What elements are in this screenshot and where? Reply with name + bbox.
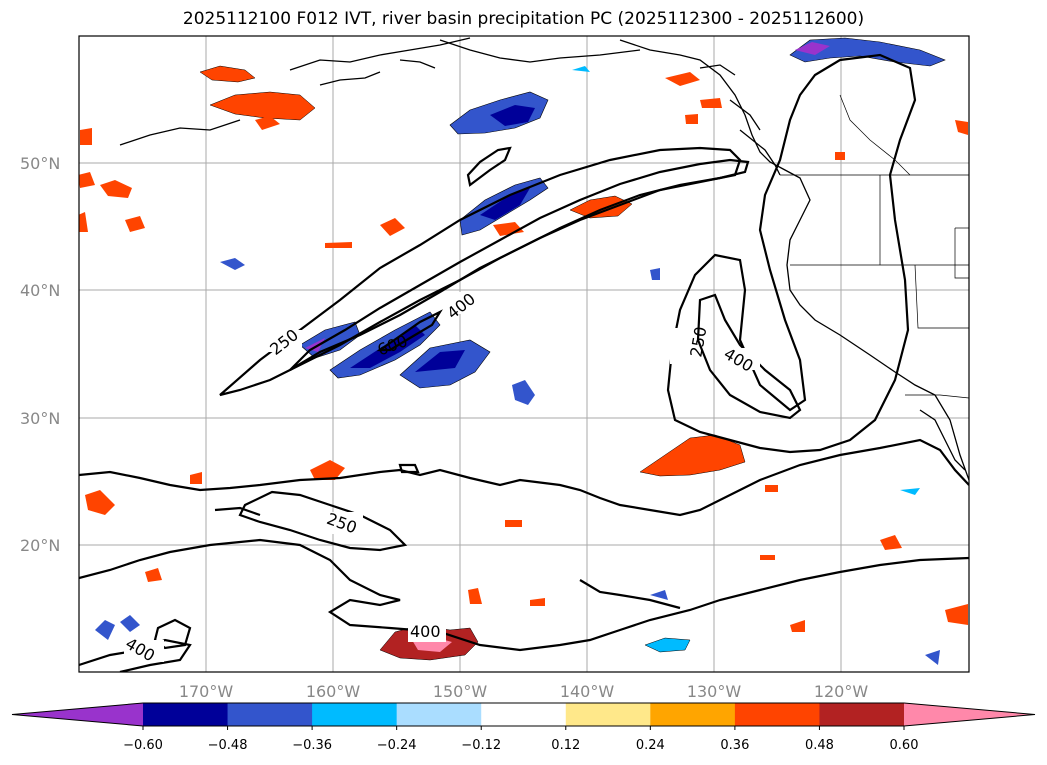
colorbar-segment [396, 703, 482, 726]
colorbar-segment [312, 703, 398, 726]
colorbar-segment [650, 703, 736, 726]
colorbar-extend-min [12, 703, 143, 726]
map-frame [78, 35, 970, 673]
lat-labels: 50°N 40°N 30°N 20°N [20, 154, 60, 555]
colorbar-tick-label: −0.48 [208, 738, 248, 753]
colorbar-extend-max [904, 703, 1035, 726]
lon-label-140w: 140°W [560, 682, 615, 701]
colorbar-tick-label: −0.24 [377, 738, 417, 753]
lon-label-120w: 120°W [814, 682, 869, 701]
colorbar-segment [227, 703, 313, 726]
map-panel [79, 36, 969, 672]
colorbar-tick-label: −0.60 [123, 738, 163, 753]
colorbar-segment [143, 703, 229, 726]
lon-label-170w: 170°W [179, 682, 234, 701]
colorbar-tick-label: 0.60 [890, 738, 919, 753]
lat-label-20: 20°N [20, 536, 60, 555]
lon-label-160w: 160°W [306, 682, 361, 701]
colorbar-segment [481, 703, 567, 726]
borders [780, 94, 969, 399]
colorbar-tick-label: 0.24 [636, 738, 665, 753]
lon-labels: 170°W 160°W 150°W 140°W 130°W 120°W [179, 682, 869, 701]
colorbar-tick-label: −0.36 [292, 738, 332, 753]
colorbar-segment [819, 703, 905, 726]
lat-label-40: 40°N [20, 281, 60, 300]
colorbar-tick-label: 0.36 [720, 738, 749, 753]
lat-label-50: 50°N [20, 154, 60, 173]
positive-pc-shading [79, 65, 968, 661]
colorbar-tick-label: −0.12 [461, 738, 501, 753]
colorbar: −0.60 −0.48 −0.36 −0.24 −0.12 0.12 0.24 0.36 0.4… [11, 702, 1036, 753]
colorbar-tick-label: 0.48 [805, 738, 834, 753]
map-title: 2025112100 F012 IVT, river basin precipi… [182, 9, 865, 29]
colorbar-tick-label: 0.12 [551, 738, 580, 753]
coastlines [119, 37, 969, 481]
gridlines [79, 36, 969, 672]
lon-label-130w: 130°W [687, 682, 742, 701]
colorbar-segment [734, 703, 820, 726]
lat-label-30: 30°N [20, 409, 60, 428]
lon-label-150w: 150°W [433, 682, 488, 701]
colorbar-segment [565, 703, 651, 726]
contour-label-400-south: 400 [410, 622, 441, 641]
